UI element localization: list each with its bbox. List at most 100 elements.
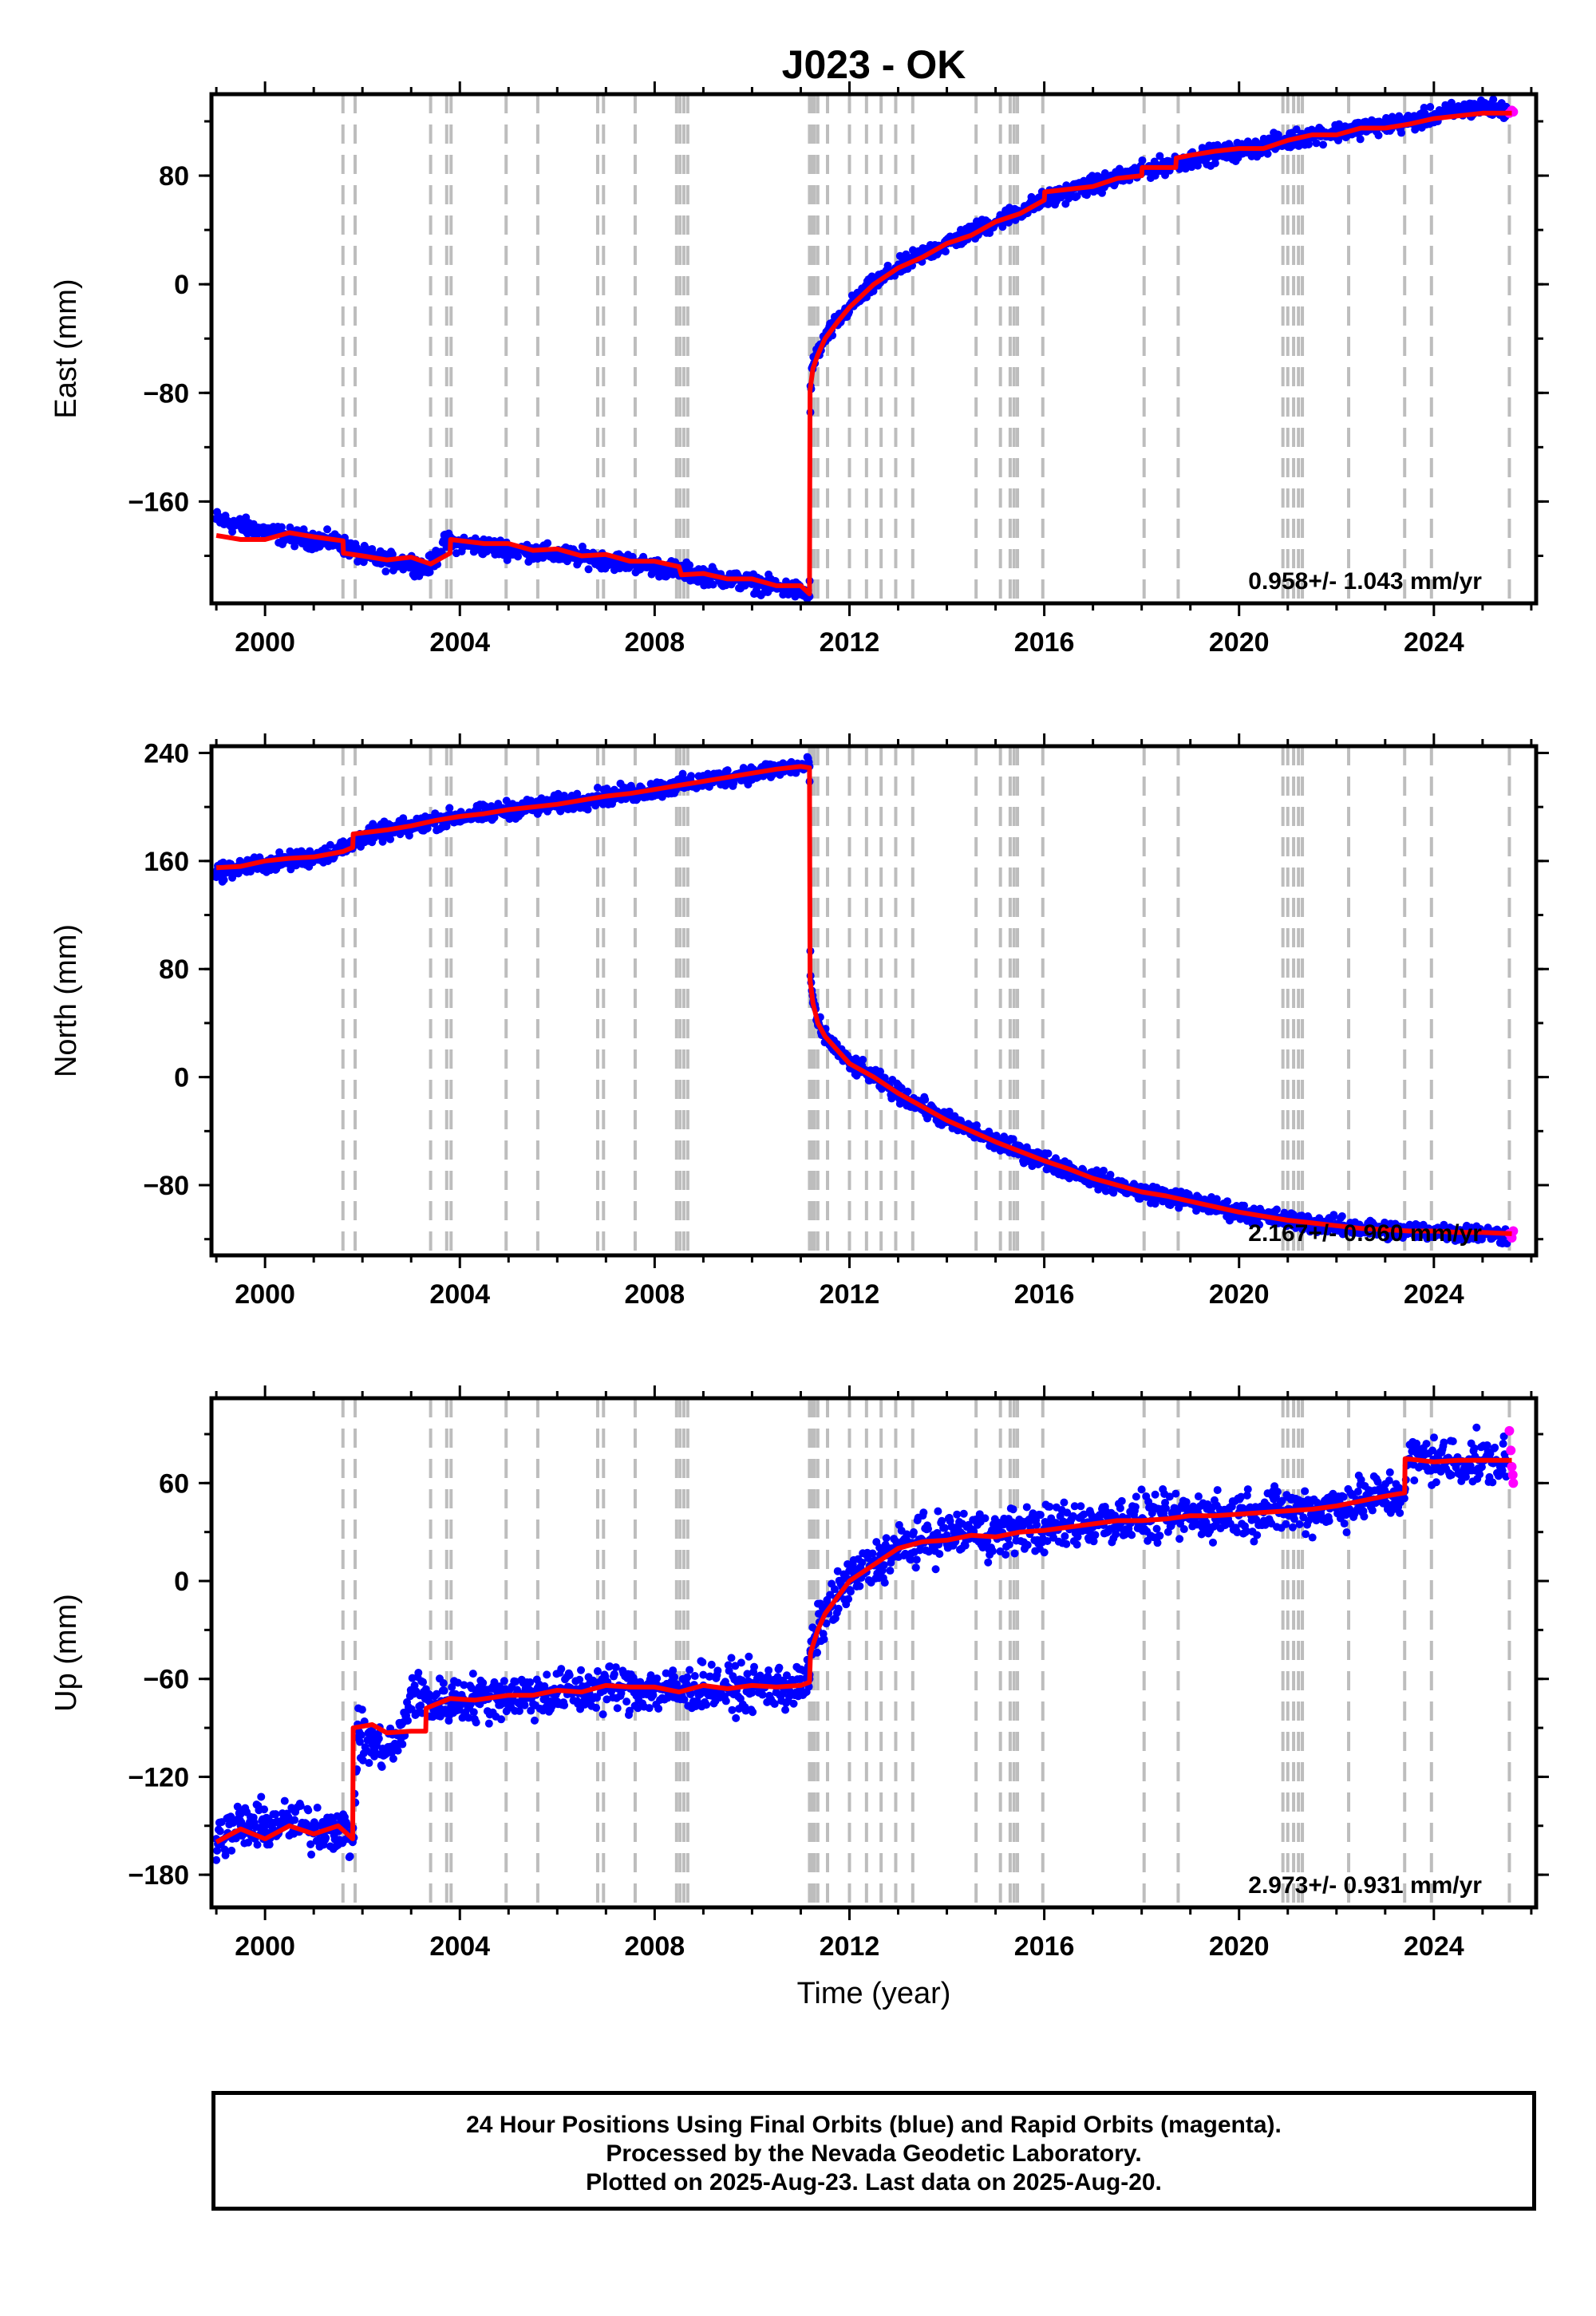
data-point: [403, 1716, 412, 1725]
data-point: [622, 1697, 631, 1706]
data-point: [731, 1662, 740, 1670]
data-point: [271, 1810, 280, 1819]
data-point: [844, 1595, 853, 1603]
y-tick-label: −80: [143, 1171, 189, 1201]
data-point: [1001, 1550, 1010, 1559]
data-point: [907, 1555, 915, 1564]
data-point: [611, 1663, 620, 1672]
y-tick-label: 80: [159, 161, 189, 192]
x-tick-label: 2008: [625, 627, 685, 658]
data-point: [1388, 113, 1396, 121]
data-point: [1044, 1149, 1053, 1158]
data-point: [436, 1712, 444, 1721]
data-point: [610, 1670, 618, 1678]
y-axis-label: North (mm): [49, 924, 83, 1077]
data-point: [606, 1662, 614, 1671]
data-point: [212, 515, 221, 524]
data-point: [698, 1658, 707, 1666]
plot-area: [212, 746, 1519, 1255]
data-point: [512, 1678, 520, 1686]
data-point: [868, 1549, 877, 1558]
x-tick-label: 2024: [1404, 627, 1464, 658]
data-point: [233, 1802, 242, 1811]
y-tick-label: −80: [143, 378, 189, 409]
data-point: [931, 1565, 940, 1574]
data-point: [557, 1665, 566, 1674]
data-point: [306, 1840, 315, 1848]
model-line: [215, 764, 1512, 1236]
data-point: [358, 1705, 366, 1714]
data-point: [1023, 1540, 1032, 1549]
data-point: [1043, 1536, 1052, 1545]
data-point: [393, 1746, 402, 1755]
data-point: [690, 1672, 699, 1681]
data-point: [346, 1852, 354, 1861]
data-point: [514, 552, 523, 561]
data-point: [553, 550, 562, 559]
data-point: [1337, 1211, 1346, 1220]
data-point: [560, 1701, 569, 1709]
data-point: [682, 1680, 691, 1689]
data-point: [1036, 1511, 1045, 1520]
data-point: [280, 1796, 289, 1805]
data-point: [445, 804, 454, 812]
data-point: [502, 796, 511, 805]
data-point: [1009, 1135, 1017, 1144]
data-point: [933, 1528, 942, 1537]
data-point: [592, 1703, 601, 1712]
data-point: [650, 563, 659, 571]
rate-annotation: 0.958+/- 1.043 mm/yr: [1248, 568, 1482, 595]
data-point: [460, 1681, 468, 1690]
data-point: [472, 1718, 480, 1727]
data-point: [583, 805, 592, 814]
data-point: [565, 1671, 574, 1680]
data-point: [1022, 1503, 1031, 1512]
data-point: [1211, 159, 1219, 168]
x-tick-label: 2016: [1014, 1279, 1075, 1310]
data-point: [680, 1695, 689, 1704]
data-point: [304, 1806, 313, 1815]
data-point: [654, 1704, 663, 1713]
data-point: [1005, 1540, 1013, 1549]
data-point: [758, 1690, 767, 1699]
x-tick-label: 2020: [1209, 627, 1270, 658]
data-point: [1063, 1508, 1072, 1517]
x-tick-label: 2004: [429, 627, 490, 658]
data-point: [879, 1561, 888, 1570]
plot-area: [212, 1398, 1519, 1907]
data-point: [584, 565, 593, 574]
data-point: [479, 1678, 488, 1687]
data-point: [358, 1756, 367, 1765]
data-point: [554, 789, 563, 798]
data-point: [407, 558, 416, 567]
data-point: [417, 1701, 425, 1710]
data-point: [323, 525, 332, 534]
data-point: [439, 1679, 448, 1688]
model-line: [215, 110, 1512, 597]
data-point: [1263, 149, 1272, 158]
data-point: [705, 1672, 714, 1681]
data-point: [543, 1670, 551, 1679]
data-point: [830, 1585, 839, 1594]
data-point: [781, 1705, 790, 1714]
x-tick-label: 2008: [625, 1279, 685, 1310]
data-point: [602, 1695, 611, 1704]
data-point: [685, 1666, 694, 1674]
data-point: [877, 1547, 886, 1555]
data-point: [813, 1648, 822, 1657]
data-point: [683, 1673, 692, 1682]
data-point: [988, 1547, 997, 1555]
data-point: [602, 555, 610, 564]
data-point: [433, 1690, 441, 1698]
x-tick-label: 2016: [1014, 627, 1075, 658]
data-point: [219, 875, 228, 884]
data-point: [526, 1678, 535, 1686]
final-orbits-points: [212, 95, 1511, 603]
data-point: [743, 1670, 752, 1678]
data-point: [707, 1660, 716, 1669]
data-point: [448, 1683, 456, 1692]
data-point: [1319, 140, 1328, 149]
data-point: [721, 1697, 730, 1705]
data-point: [227, 1846, 236, 1855]
data-point: [959, 1509, 968, 1518]
